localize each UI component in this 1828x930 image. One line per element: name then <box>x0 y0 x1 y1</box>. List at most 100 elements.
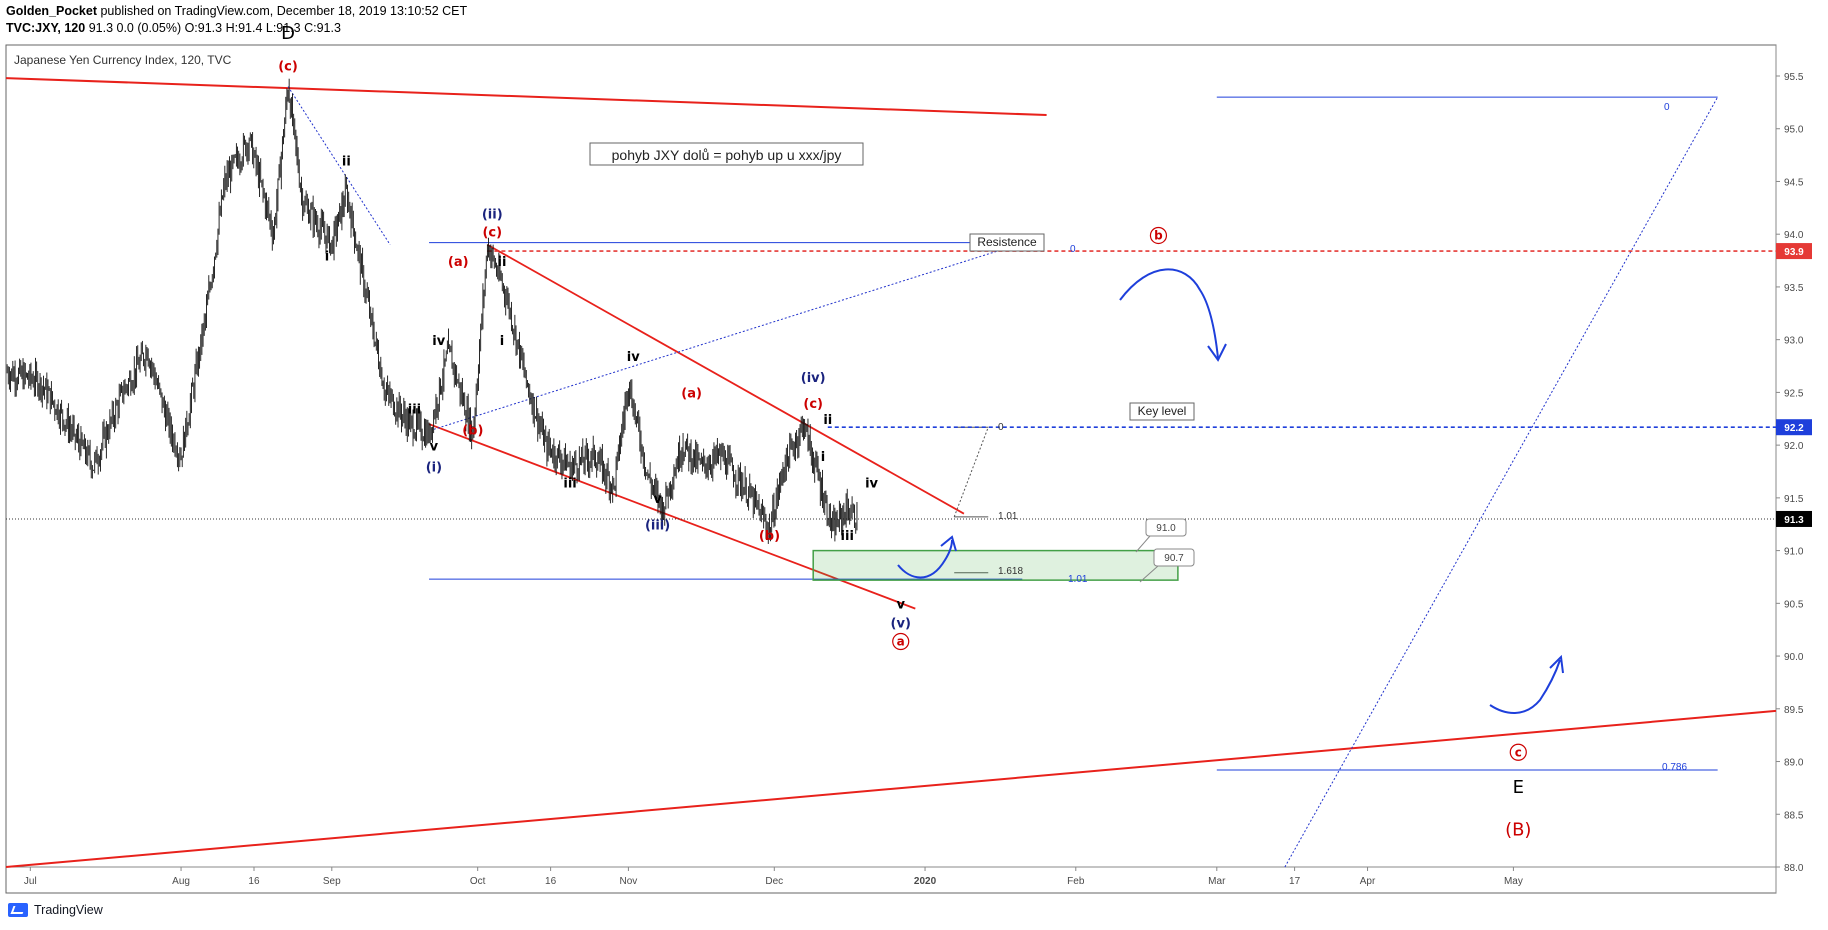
note-text: pohyb JXY dolů = pohyb up u xxx/jpy <box>612 147 842 163</box>
wave-label: (iii) <box>645 519 670 534</box>
plot-frame <box>5 44 1777 894</box>
arrow-up-c-head <box>1549 654 1564 674</box>
wave-circle <box>892 632 910 651</box>
resistance-label-box <box>969 233 1045 252</box>
fib-1-01-small-label: 1.01 <box>998 511 1018 522</box>
arrow-up-c <box>1489 659 1561 714</box>
tradingview-logo-icon[interactable] <box>8 903 28 917</box>
wave-label: i <box>325 250 329 265</box>
y-tick-label: 94.5 <box>1784 177 1804 188</box>
y-tick-label: 89.5 <box>1784 705 1804 716</box>
arrow-down-b-head <box>1207 343 1227 362</box>
x-tick-label: Dec <box>765 876 783 887</box>
price-tag-label: 92.2 <box>1784 423 1804 434</box>
wedge-lower-line <box>428 423 916 610</box>
wave-label: (c) <box>278 60 298 75</box>
callout-90-7-box <box>1153 548 1195 567</box>
wave-label: E <box>1513 777 1524 798</box>
wave-label: i <box>821 450 825 465</box>
y-tick-label: 93.5 <box>1784 283 1804 294</box>
y-tick-label: 91.0 <box>1784 547 1804 558</box>
callout-91: 91.0 <box>1156 523 1176 534</box>
wave-labels: D(c)iiiiviiiv(i)(a)(b)(ii)(c)iiiiiiivv(i… <box>278 23 1531 840</box>
wave-circle <box>1149 226 1168 245</box>
x-tick-label: Jul <box>24 876 37 887</box>
note-text-box <box>589 142 864 166</box>
wave-label: i <box>500 334 504 349</box>
wave-label: ii <box>823 413 832 428</box>
price-tag-box <box>1776 510 1812 527</box>
wave-label: (ii) <box>482 207 503 222</box>
callout-91-pointer <box>1135 535 1151 553</box>
wave-label: iii <box>841 529 854 544</box>
circled-wave-label: a <box>897 635 905 649</box>
wave-label: (a) <box>681 387 702 402</box>
brand-label[interactable]: TradingView <box>34 903 103 917</box>
wave-label: (i) <box>426 461 442 476</box>
lower-triangle-line <box>5 709 1777 868</box>
wave-circle <box>1509 743 1527 761</box>
symbol-label: TVC:JXY, 120 <box>6 21 86 35</box>
y-tick-label: 92.0 <box>1784 441 1804 452</box>
x-tick-label: May <box>1504 876 1523 887</box>
y-tick-label: 91.5 <box>1784 494 1804 505</box>
trend-lines <box>5 77 1777 868</box>
x-axis: Jul Aug 16 Sep Oct 16 Nov Dec 2020 Feb Mar 17 Apr May <box>24 867 1523 887</box>
upper-triangle-line <box>5 77 1047 117</box>
circled-wave-label: c <box>1515 745 1522 759</box>
wave-label: D <box>281 23 295 44</box>
callout-90-7-pointer <box>1139 565 1159 583</box>
circled-wave-label: b <box>1154 228 1163 242</box>
y-tick-label: 88.5 <box>1784 810 1804 821</box>
x-tick-label: 16 <box>248 876 260 887</box>
fib-0-small-label: 0 <box>998 422 1004 433</box>
wave-label: (b) <box>759 529 780 544</box>
callout-91-box <box>1145 518 1187 537</box>
footer: TradingView <box>8 903 103 917</box>
fib-0-top-label: 0 <box>1664 102 1670 113</box>
wedge-upper-line <box>486 243 965 515</box>
y-tick-label: 94.0 <box>1784 230 1804 241</box>
wave-label: v <box>896 598 905 613</box>
wave-label: iii <box>408 402 421 417</box>
fib-connector-1 <box>287 86 391 246</box>
y-tick-label: 95.0 <box>1784 125 1804 136</box>
wave-label: v <box>653 492 662 507</box>
x-tick-label: 16 <box>545 876 557 887</box>
price-tag-label: 93.9 <box>1784 247 1804 258</box>
x-tick-label: Oct <box>470 876 486 887</box>
fib-connector-3 <box>1284 96 1719 868</box>
arrow-up-a-head <box>940 535 957 552</box>
y-tick-label: 90.0 <box>1784 652 1804 663</box>
wave-label: iv <box>627 350 640 365</box>
annotations: pohyb JXY dolů = pohyb up u xxx/jpy Resis… <box>589 102 1687 773</box>
x-tick-label: Aug <box>172 876 190 887</box>
support-zone-box <box>812 549 1179 581</box>
arrow-up-a <box>897 539 953 579</box>
y-tick-label: 95.5 <box>1784 72 1804 83</box>
x-tick-label: 17 <box>1289 876 1301 887</box>
wave-label: (iv) <box>801 371 826 386</box>
chart-title: Japanese Yen Currency Index, 120, TVC <box>14 53 232 67</box>
y-tick-label: 88.0 <box>1784 863 1804 874</box>
fib-0-786-label: 0.786 <box>1662 762 1687 773</box>
x-tick-label: Feb <box>1067 876 1085 887</box>
y-tick-label: 89.0 <box>1784 758 1804 769</box>
x-tick-label: Mar <box>1208 876 1226 887</box>
fib-1-618-label: 1.618 <box>998 566 1023 577</box>
y-tick-label: 93.0 <box>1784 336 1804 347</box>
ohlc-readout: 91.3 0.0 (0.05%) O:91.3 H:91.4 L:91.3 C:… <box>85 21 341 35</box>
forecast-arrows <box>897 268 1564 714</box>
wave-label: (c) <box>482 225 502 240</box>
y-tick-label: 90.5 <box>1784 599 1804 610</box>
y-tick-label: 92.5 <box>1784 388 1804 399</box>
author-name[interactable]: Golden_Pocket <box>6 4 97 18</box>
wave-label: (B) <box>1505 819 1531 840</box>
callout-90-7: 90.7 <box>1164 553 1184 564</box>
wave-label: (c) <box>803 397 823 412</box>
x-tick-label: 2020 <box>914 876 937 887</box>
x-tick-label: Apr <box>1360 876 1376 887</box>
wave-label: v <box>430 439 439 454</box>
candles <box>6 78 858 544</box>
